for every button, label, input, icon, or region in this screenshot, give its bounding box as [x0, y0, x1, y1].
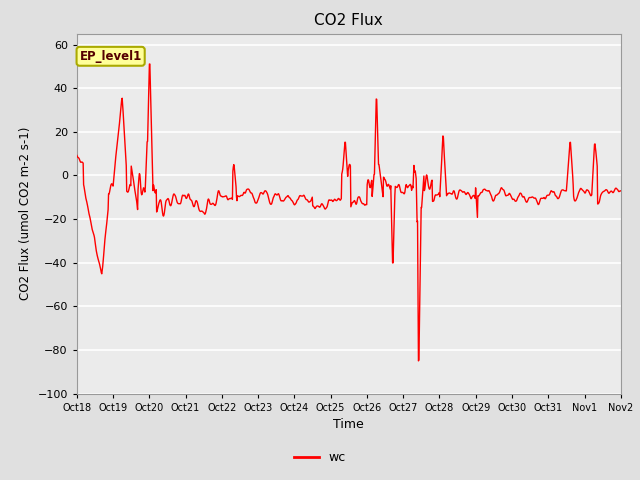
X-axis label: Time: Time	[333, 418, 364, 431]
Title: CO2 Flux: CO2 Flux	[314, 13, 383, 28]
Legend: wc: wc	[289, 446, 351, 469]
Y-axis label: CO2 Flux (umol CO2 m-2 s-1): CO2 Flux (umol CO2 m-2 s-1)	[19, 127, 32, 300]
Text: EP_level1: EP_level1	[79, 50, 142, 63]
